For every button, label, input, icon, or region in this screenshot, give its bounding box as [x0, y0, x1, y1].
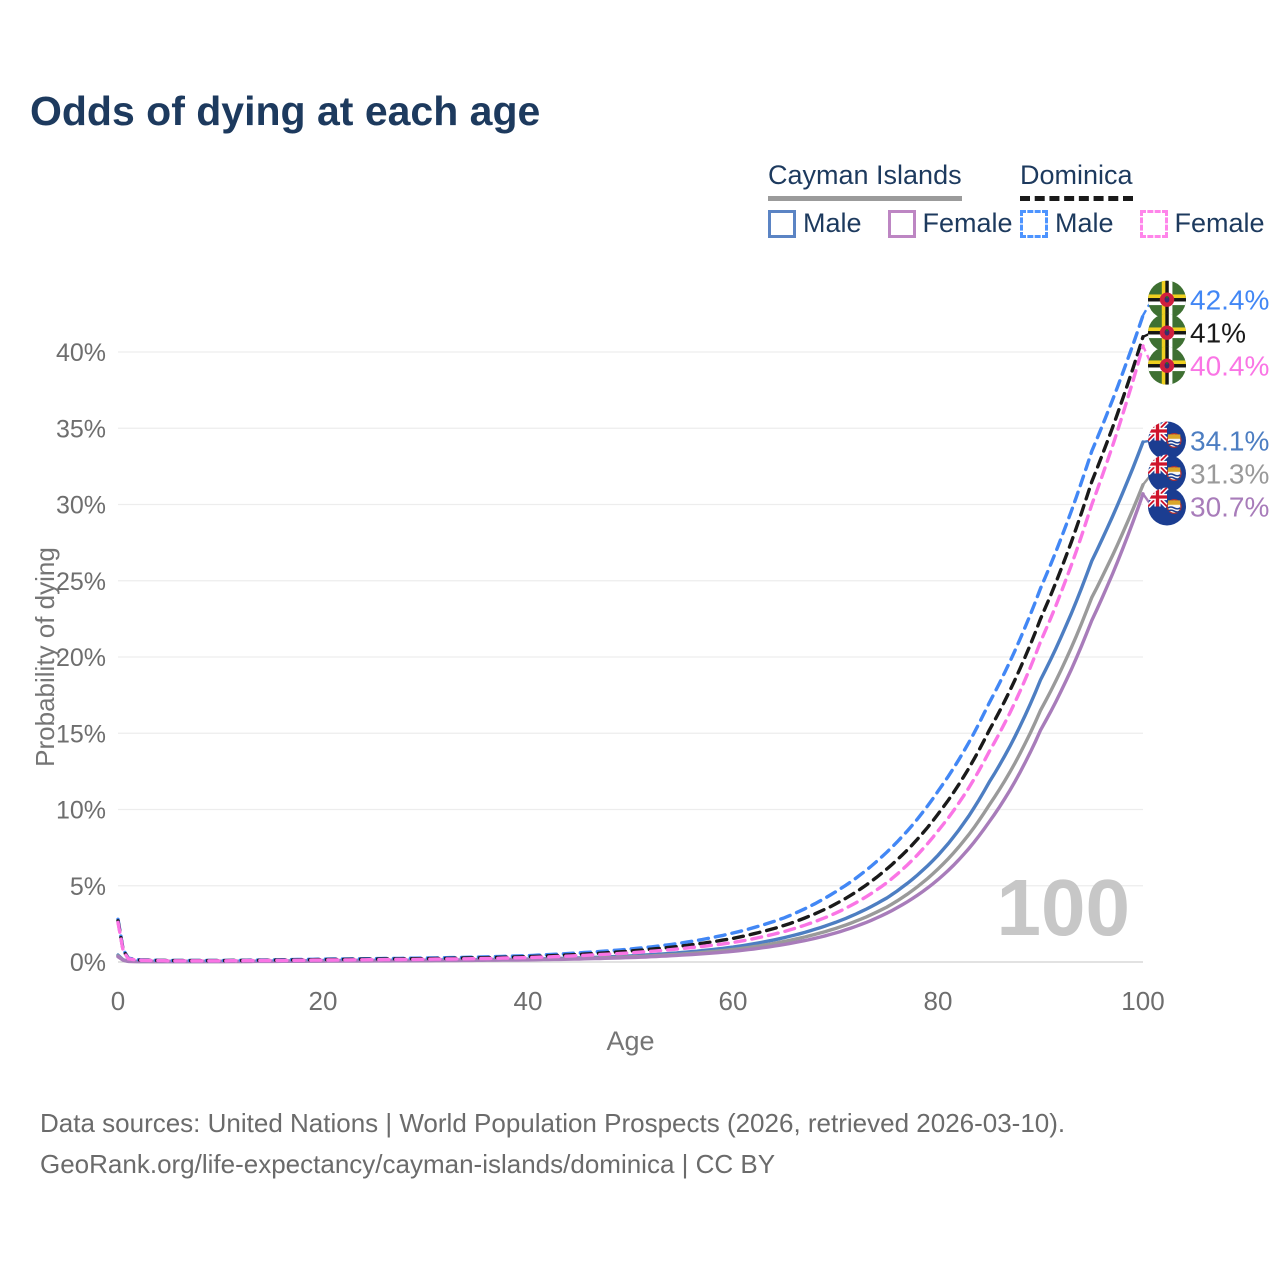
dominica-flag-icon: [1148, 347, 1186, 385]
data-sources-line: Data sources: United Nations | World Pop…: [40, 1108, 1066, 1138]
male-dashed-swatch-icon: [1020, 209, 1048, 238]
legend-group-title-cayman-islands: Cayman Islands: [768, 160, 962, 201]
male-solid-swatch-icon: [768, 209, 796, 238]
end-value-label-dominica-total: 41%: [1190, 318, 1246, 349]
end-value-label-dominica-male: 42.4%: [1190, 285, 1269, 316]
curve-cayman-female: [116, 492, 1145, 964]
dominica-flag-icon: [1148, 281, 1186, 319]
legend-group-title-dominica: Dominica: [1020, 160, 1133, 201]
y-tick-label: 40%: [56, 339, 106, 367]
cayman-islands-flag-icon: [1148, 454, 1186, 492]
y-tick-label: 20%: [56, 644, 106, 672]
legend-item-dominica-male[interactable]: Male: [1020, 208, 1114, 239]
y-axis-title: Probability of dying: [30, 547, 60, 767]
legend-item-label: Male: [803, 208, 862, 238]
legend-item-dominica-female[interactable]: Female: [1139, 208, 1265, 239]
page-title: Odds of dying at each age: [30, 88, 541, 134]
x-tick-label: 100: [1121, 986, 1164, 1016]
legend-item-label: Female: [922, 208, 1013, 238]
female-dashed-swatch-icon: [1139, 209, 1168, 238]
y-tick-label: 30%: [56, 492, 106, 520]
end-value-label-cayman-total: 31.3%: [1190, 458, 1269, 489]
end-value-label-dominica-female: 40.4%: [1190, 351, 1269, 382]
legend-item-label: Male: [1055, 208, 1114, 238]
cayman-islands-flag-icon: [1148, 487, 1186, 525]
legend-group-cayman-islands: Cayman Islands Male Female: [768, 160, 1031, 239]
curve-dominica-female: [116, 344, 1145, 963]
curve-dominica-male: [116, 313, 1145, 963]
cayman-islands-flag-icon: [1148, 421, 1186, 459]
x-tick-label: 20: [309, 986, 338, 1016]
legend-item-cayman-male[interactable]: Male: [768, 208, 862, 239]
end-value-label-cayman-female: 30.7%: [1190, 491, 1269, 522]
axis-ticks: 0% 5% 10% 15% 20% 25% 30% 35% 40% 0 20 40 60 80 100: [56, 339, 1165, 1016]
x-tick-label: 0: [111, 986, 125, 1016]
female-solid-swatch-icon: [887, 209, 916, 238]
legend-item-cayman-female[interactable]: Female: [887, 208, 1013, 239]
gridlines: [118, 351, 1143, 963]
legend: Cayman Islands Male Female Dominica Male: [0, 160, 1280, 240]
dominica-flag-icon: [1148, 314, 1186, 352]
x-axis-title: Age: [606, 1026, 655, 1056]
x-tick-label: 60: [719, 986, 748, 1016]
age-watermark: 100: [996, 863, 1130, 952]
x-tick-label: 40: [514, 986, 543, 1016]
y-tick-label: 0%: [70, 949, 106, 977]
y-tick-label: 5%: [70, 873, 106, 901]
y-tick-label: 25%: [56, 568, 106, 596]
end-labels: 42.4%41%40.4% 34.1%31.3%30.7%: [1141, 281, 1269, 526]
x-tick-label: 80: [924, 986, 953, 1016]
curves: [116, 313, 1145, 964]
y-tick-label: 10%: [56, 797, 106, 825]
legend-row-cayman: Male Female: [768, 208, 1031, 239]
curve-dominica-total: [116, 335, 1145, 963]
y-tick-label: 15%: [56, 720, 106, 748]
y-tick-label: 35%: [56, 415, 106, 443]
legend-row-dominica: Male Female: [1020, 208, 1280, 239]
end-value-label-cayman-male: 34.1%: [1190, 425, 1269, 456]
legend-group-dominica: Dominica Male Female: [1020, 160, 1280, 239]
curve-cayman-total: [116, 483, 1145, 964]
legend-item-label: Female: [1174, 208, 1265, 238]
attribution-line: GeoRank.org/life-expectancy/cayman-islan…: [40, 1149, 776, 1179]
